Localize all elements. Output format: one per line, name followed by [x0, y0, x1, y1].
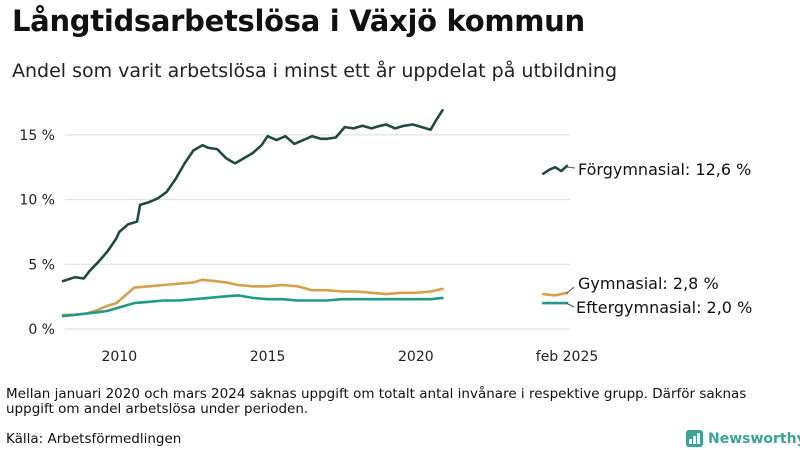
label-leader-eftergymnasial: [565, 302, 575, 308]
series-line-gymnasial: [61, 278, 444, 317]
series-lines: [61, 109, 569, 318]
x-tick-label: feb 2025: [536, 349, 599, 365]
series-label-eftergymnasial: Eftergymnasial: 2,0 %: [576, 298, 752, 317]
line-chart: 0 % 5 % 10 % 15 % 2010 2015 2020 feb 2025 Förg…: [19, 109, 752, 365]
series-line-eftergymnasial: [61, 294, 444, 318]
series-line-forgymnasial: [542, 164, 569, 175]
series-label-forgymnasial: Förgymnasial: 12,6 %: [578, 160, 751, 179]
y-tick-label: 0 %: [28, 322, 55, 338]
y-tick-label: 15 %: [19, 128, 55, 144]
source-note: Källa: Arbetsförmedlingen: [6, 431, 182, 447]
series-line-gymnasial: [542, 291, 569, 297]
brand-logo: Newsworthy: [686, 430, 800, 447]
y-axis-ticks: 0 % 5 % 10 % 15 %: [19, 128, 55, 338]
x-tick-label: 2010: [102, 349, 138, 365]
y-tick-label: 10 %: [19, 193, 55, 209]
series-labels: Förgymnasial: 12,6 % Gymnasial: 2,8 % Efte…: [565, 160, 752, 317]
x-axis-ticks: 2010 2015 2020 feb 2025: [102, 349, 599, 365]
label-leader-forgymnasial: [565, 166, 576, 169]
x-tick-label: 2020: [398, 349, 434, 365]
brand-name: Newsworthy: [708, 430, 800, 447]
y-tick-label: 5 %: [28, 257, 55, 273]
y-gridlines: [65, 134, 570, 330]
chart-subtitle: Andel som varit arbetslösa i minst ett å…: [12, 60, 618, 82]
chart-title: Långtidsarbetslösa i Växjö kommun: [12, 4, 585, 38]
x-tick-label: 2015: [250, 349, 286, 365]
series-label-gymnasial: Gymnasial: 2,8 %: [578, 274, 719, 293]
footnote: Mellan januari 2020 och mars 2024 saknas…: [6, 386, 747, 417]
series-line-forgymnasial: [61, 109, 444, 283]
bar-chart-icon: [686, 430, 703, 447]
label-leader-gymnasial: [565, 286, 575, 295]
